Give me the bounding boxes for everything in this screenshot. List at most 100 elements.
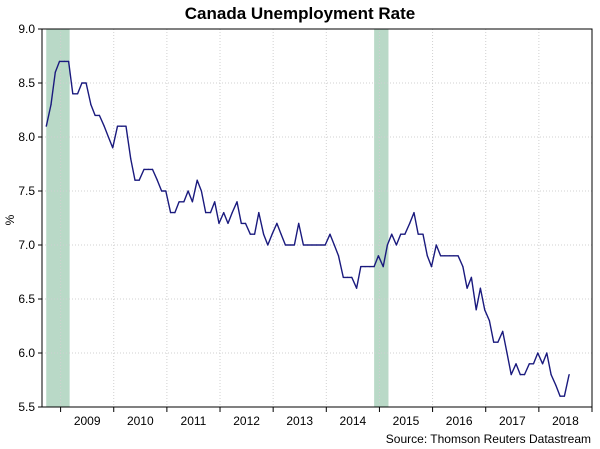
data-point [262, 233, 265, 235]
y-tick-label: 5.5 [18, 400, 35, 414]
data-point [444, 255, 446, 257]
data-point [236, 201, 238, 203]
x-tick-label: 2013 [286, 414, 313, 428]
data-point [479, 287, 482, 289]
data-point [191, 201, 193, 203]
data-point [541, 363, 544, 365]
data-point [386, 244, 389, 246]
data-point [223, 212, 225, 214]
source-note: Source: Thomson Reuters Datastream [386, 432, 591, 446]
series-group [45, 60, 570, 397]
shaded-periods [46, 29, 389, 407]
data-point [307, 244, 309, 246]
data-point [58, 60, 61, 63]
data-point [81, 82, 83, 84]
data-point [426, 255, 428, 257]
y-axis-label: % [3, 214, 17, 225]
data-point [134, 179, 136, 181]
x-tick-label: 2012 [233, 414, 260, 428]
data-point [244, 222, 247, 224]
x-tick-label: 2014 [340, 414, 367, 428]
data-point [519, 374, 521, 376]
data-point [187, 190, 189, 192]
data-point [510, 374, 512, 376]
data-point [550, 374, 552, 376]
data-point [400, 233, 402, 235]
data-point [346, 276, 349, 278]
data-point [506, 352, 508, 354]
data-point [369, 266, 371, 268]
chart-title: Canada Unemployment Rate [185, 4, 416, 23]
data-point [298, 222, 300, 224]
data-point [107, 136, 110, 138]
data-point [364, 266, 366, 268]
data-point [174, 212, 176, 214]
data-point [475, 309, 477, 311]
data-point [205, 212, 207, 214]
data-point [196, 179, 198, 181]
data-point [151, 168, 154, 170]
data-point [404, 233, 406, 235]
data-point [302, 244, 305, 246]
data-point [435, 244, 437, 246]
plot-area-frame [41, 28, 593, 408]
data-point [333, 244, 335, 246]
data-point [267, 244, 269, 246]
data-point [532, 363, 535, 365]
data-point [528, 363, 530, 365]
data-point [497, 341, 499, 343]
data-point [382, 266, 384, 268]
data-point [466, 287, 468, 289]
data-point [147, 168, 149, 170]
data-point [430, 266, 433, 268]
data-point [77, 93, 79, 95]
data-point [502, 330, 504, 332]
data-point [276, 222, 278, 224]
data-point [563, 395, 565, 397]
data-point [546, 352, 548, 354]
data-point [67, 60, 70, 63]
data-point [537, 352, 539, 354]
data-point [249, 233, 251, 235]
data-point [90, 104, 92, 106]
data-point [457, 255, 459, 257]
data-point [351, 276, 353, 278]
data-point [200, 190, 203, 192]
y-tick-label: 8.5 [18, 76, 35, 90]
data-point [409, 222, 411, 224]
shaded-period-0 [46, 29, 70, 407]
data-point [417, 233, 419, 235]
data-point [559, 395, 561, 397]
data-point [103, 125, 105, 127]
x-axis-ticks: 2009 2010 2011 2012 2013 2014 2015 2016 2017 2018 [60, 407, 593, 428]
data-point [373, 266, 375, 268]
data-point [488, 320, 491, 322]
y-tick-label: 6.5 [18, 292, 35, 306]
data-point [231, 212, 233, 214]
x-tick-label: 2010 [127, 414, 154, 428]
data-point [98, 114, 100, 116]
data-point [218, 222, 220, 224]
x-tick-label: 2015 [393, 414, 420, 428]
x-tick-label: 2018 [552, 414, 579, 428]
data-point [54, 71, 56, 73]
data-point [395, 244, 398, 246]
data-point [214, 201, 216, 203]
data-point [72, 93, 74, 95]
x-tick-label: 2011 [181, 414, 207, 428]
data-point [342, 276, 344, 278]
data-point [523, 374, 526, 376]
x-tick-label: 2017 [499, 414, 526, 428]
y-tick-label: 7.5 [18, 184, 35, 198]
y-tick-label: 6.0 [18, 346, 35, 360]
y-tick-label: 9.0 [18, 22, 35, 36]
data-point [355, 287, 358, 289]
data-point [112, 147, 114, 149]
data-point [125, 125, 127, 127]
data-point [209, 212, 212, 214]
data-point [360, 266, 362, 268]
data-point [484, 309, 486, 311]
data-point [470, 276, 472, 278]
data-point [324, 244, 326, 246]
